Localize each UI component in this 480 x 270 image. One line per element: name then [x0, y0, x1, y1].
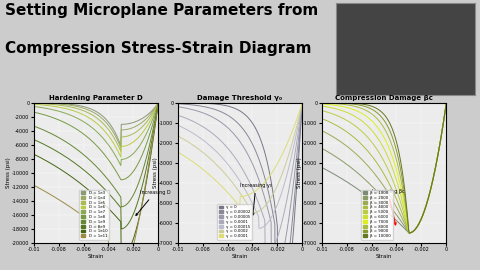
X-axis label: Strain: Strain	[232, 254, 248, 259]
Title: Hardening Parameter D: Hardening Parameter D	[49, 95, 143, 101]
Legend: γ = 0, γ = 0.00002, γ = 0.00005, γ = 0.0001, γ = 0.00015, γ = 0.0002, γ = 0.0001: γ = 0, γ = 0.00002, γ = 0.00005, γ = 0.0…	[217, 204, 252, 240]
Text: Setting Microplane Parameters from: Setting Microplane Parameters from	[5, 3, 318, 18]
Y-axis label: Stress (psi): Stress (psi)	[6, 157, 11, 188]
Text: Compression Stress-Strain Diagram: Compression Stress-Strain Diagram	[5, 40, 312, 56]
Text: Increasing γ₀: Increasing γ₀	[240, 183, 272, 215]
Y-axis label: Stress (psi): Stress (psi)	[153, 157, 158, 188]
Title: Compression Damage βᴄ: Compression Damage βᴄ	[335, 95, 433, 101]
Legend: β = 1000, β = 2000, β = 3000, β = 4000, β = 5000, β = 6000, β = 7000, β = 8000, : β = 1000, β = 2000, β = 3000, β = 4000, …	[361, 190, 393, 240]
X-axis label: Strain: Strain	[88, 254, 104, 259]
Text: Increasing βᴄ: Increasing βᴄ	[372, 189, 404, 225]
Legend: D = 1e3, D = 1e4, D = 1e5, D = 1e6, D = 1e7, D = 1e8, D = 1e9, D = 8e9, D = 1e10: D = 1e3, D = 1e4, D = 1e5, D = 1e6, D = …	[79, 190, 109, 240]
X-axis label: Strain: Strain	[376, 254, 392, 259]
Title: Damage Threshold γ₀: Damage Threshold γ₀	[197, 95, 283, 101]
Y-axis label: Stress (psi): Stress (psi)	[297, 157, 302, 188]
Text: Increasing D: Increasing D	[136, 190, 170, 215]
